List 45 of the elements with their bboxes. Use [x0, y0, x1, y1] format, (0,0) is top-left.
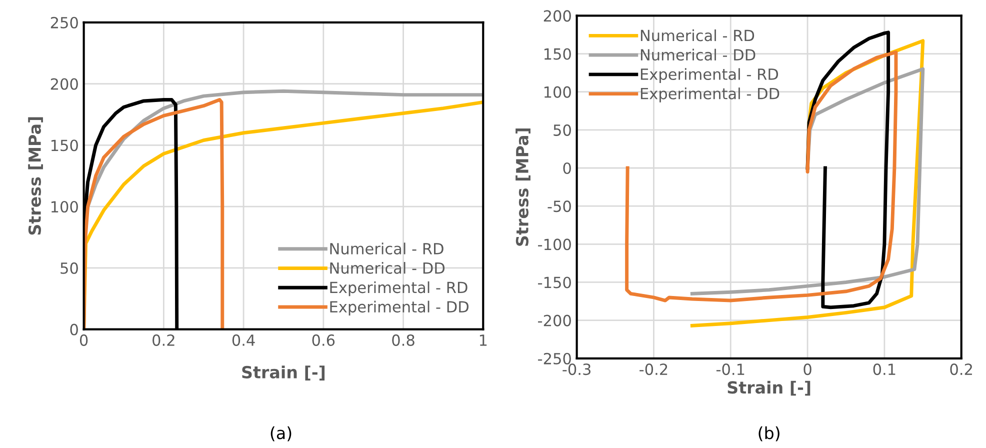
y-tick-label: -100: [538, 238, 571, 250]
text: (a): [270, 426, 292, 442]
x-tick-label: 0.4: [232, 334, 255, 346]
y-tick-label: 100: [544, 86, 571, 98]
x-axis-title: Strain [-]: [728, 380, 810, 396]
x-tick-label: 0: [80, 334, 88, 346]
x-tick-label: 0.2: [152, 334, 174, 346]
legend-label: Experimental - RD: [640, 68, 778, 83]
y-tick-label: -250: [538, 352, 571, 364]
x-tick-label: -0.2: [640, 364, 668, 376]
y-axis-title: Stress [MPa]: [516, 128, 530, 246]
legend-label: Numerical - DD: [640, 48, 756, 61]
line-series: [806, 30, 890, 310]
x-axis-title: Strain [-]: [242, 366, 325, 380]
legend-label: Experimental - RD: [330, 281, 468, 296]
x-tick-label: 0.6: [312, 334, 335, 346]
line-series: [84, 98, 224, 330]
x-tick-label: 0.2: [950, 364, 972, 376]
line-series: [625, 50, 898, 302]
x-tick-label: -0.3: [562, 364, 590, 376]
y-tick-label: 50: [60, 262, 78, 274]
x-tick-label: -0.1: [716, 364, 744, 376]
y-tick-label: -50: [548, 200, 571, 212]
legend-label: Experimental - DD: [330, 300, 468, 316]
x-tick-label: 0.8: [392, 334, 414, 346]
y-tick-label: 200: [544, 10, 571, 22]
legend-label: Numerical - RD: [640, 29, 754, 42]
y-tick-label: 0: [70, 324, 78, 336]
legend-label: Numerical - DD: [330, 262, 445, 274]
legend-label: Experimental - DD: [640, 88, 780, 102]
y-tick-label: 50: [554, 124, 571, 136]
y-tick-label: 100: [51, 200, 78, 213]
y-tick-label: 250: [50, 16, 78, 28]
y-tick-label: 200: [50, 78, 78, 90]
y-tick-label: -150: [538, 276, 571, 288]
x-tick-label: 1: [480, 334, 487, 346]
text: (b): [758, 426, 780, 442]
y-tick-label: 0: [563, 162, 571, 174]
y-tick-label: 150: [51, 140, 78, 152]
legend-label: Numerical - RD: [330, 242, 444, 254]
y-axis-title: Stress [MPa]: [28, 117, 43, 235]
x-tick-label: 0.1: [873, 364, 896, 376]
y-tick-label: -200: [538, 314, 571, 326]
y-tick-label: 150: [544, 48, 571, 60]
x-tick-label: 0: [804, 364, 812, 376]
